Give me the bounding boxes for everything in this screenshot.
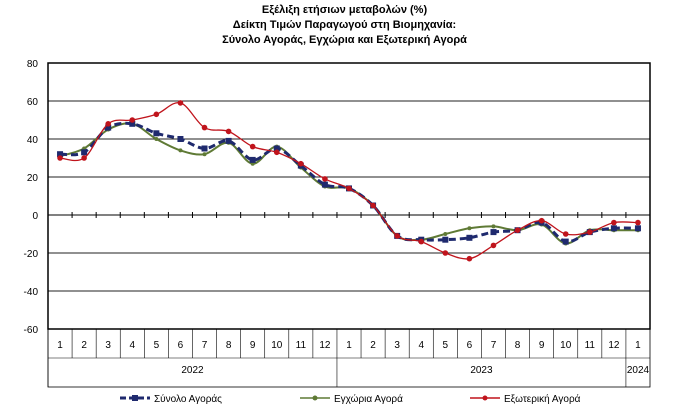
data-point (177, 136, 184, 142)
x-tick-label: 2 (370, 340, 376, 351)
x-tick-label: 10 (271, 340, 283, 351)
series-line-2 (59, 101, 638, 260)
data-point (562, 238, 569, 245)
year-label: 2024 (627, 365, 650, 376)
x-tick-label: 4 (129, 340, 135, 351)
legend-label: Εγχώρια Αγορά (334, 393, 403, 405)
data-point (490, 242, 497, 249)
data-point (587, 229, 593, 235)
x-tick-label: 8 (226, 340, 232, 351)
data-point (273, 145, 280, 152)
chart-title-line3: Σύνολο Αγοράς, Εγχώρια και Εξωτερική Αγο… (222, 34, 467, 46)
data-point (514, 227, 521, 233)
data-point (443, 232, 448, 236)
legend-marker (132, 395, 138, 401)
data-point (562, 231, 569, 237)
data-point (81, 155, 87, 161)
x-tick-label: 2 (81, 340, 87, 351)
data-point (105, 124, 112, 131)
data-point (273, 149, 280, 156)
y-tick-label: 80 (27, 59, 39, 70)
data-point (153, 111, 160, 118)
data-point (105, 121, 111, 127)
y-tick-label: -20 (24, 249, 39, 260)
year-label: 2023 (470, 365, 493, 376)
x-tick-label: 1 (346, 340, 352, 351)
x-tick-label: 12 (319, 340, 331, 351)
data-point (466, 255, 473, 262)
data-point (490, 229, 497, 236)
data-point (177, 100, 184, 106)
x-tick-label: 11 (585, 340, 596, 351)
year-label: 2022 (181, 365, 204, 376)
data-point (466, 234, 473, 241)
data-point (178, 148, 183, 153)
data-point (298, 160, 304, 167)
data-point (129, 120, 136, 127)
x-tick-label: 8 (515, 340, 521, 351)
y-tick-label: -40 (24, 287, 39, 298)
data-point (321, 181, 328, 188)
data-point (611, 219, 617, 226)
data-point (491, 224, 496, 229)
plot-area (47, 62, 651, 330)
data-point (129, 117, 136, 123)
data-point (225, 128, 232, 135)
x-tick-label: 7 (202, 340, 208, 351)
y-tick-label: -60 (24, 325, 39, 336)
data-point (442, 236, 449, 243)
data-point (370, 202, 376, 209)
y-tick-label: 40 (27, 135, 39, 146)
legend-marker (482, 395, 488, 401)
data-point (81, 149, 88, 156)
data-point (57, 155, 63, 161)
data-point (202, 152, 207, 157)
y-tick-label: 20 (27, 173, 39, 184)
data-point (322, 176, 328, 182)
x-tick-label: 6 (467, 340, 473, 351)
x-tick-label: 5 (443, 340, 449, 351)
data-point (610, 225, 617, 232)
series-line-0 (59, 121, 638, 244)
data-point (346, 185, 352, 192)
x-tick-label: 7 (491, 340, 497, 351)
data-point (201, 124, 208, 131)
x-tick-label: 9 (250, 340, 256, 351)
data-point (249, 143, 256, 150)
data-point (57, 151, 64, 158)
data-point (418, 238, 425, 245)
data-point (442, 250, 449, 256)
legend-label: Εξωτερική Αγορά (504, 393, 581, 405)
x-tick-label: 10 (560, 340, 572, 351)
legend-marker (312, 395, 318, 401)
y-tick-label: 0 (32, 211, 38, 222)
data-point (225, 137, 232, 144)
data-point (249, 156, 256, 163)
chart-title-line1: Εξέλιξη ετήσιων μεταβολών (%) (261, 4, 428, 16)
x-tick-label: 5 (154, 340, 160, 351)
x-tick-label: 6 (178, 340, 184, 351)
data-point (538, 217, 545, 224)
data-point (154, 137, 159, 141)
x-tick-label: 11 (296, 340, 307, 351)
x-tick-label: 3 (105, 340, 111, 351)
x-tick-label: 3 (394, 340, 400, 351)
data-point (634, 225, 641, 232)
x-tick-label: 12 (608, 340, 620, 351)
x-tick-label: 4 (418, 340, 424, 351)
x-tick-label: 1 (57, 340, 63, 351)
data-point (467, 226, 472, 231)
data-point (201, 145, 208, 152)
x-tick-label: 1 (635, 340, 641, 351)
x-tick-label: 9 (539, 340, 545, 351)
y-tick-label: 60 (27, 97, 39, 108)
data-point (635, 219, 641, 226)
chart-title-line2: Δείκτη Τιμών Παραγωγού στη Βιομηχανία: (232, 19, 457, 31)
data-point (394, 233, 400, 239)
data-point (153, 130, 160, 137)
legend-label: Σύνολο Αγοράς (154, 393, 222, 405)
